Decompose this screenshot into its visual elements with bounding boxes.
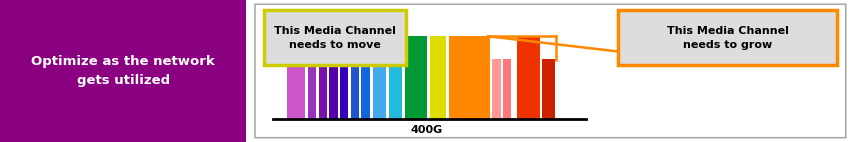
FancyBboxPatch shape <box>0 0 246 142</box>
Bar <box>319 59 327 119</box>
FancyBboxPatch shape <box>255 4 846 138</box>
Bar <box>503 59 512 119</box>
Bar <box>373 39 386 119</box>
Bar <box>405 36 428 119</box>
Bar <box>330 59 337 119</box>
Bar <box>430 36 446 119</box>
Text: 400G: 400G <box>411 125 443 135</box>
Bar <box>361 59 370 119</box>
Text: This Media Channel
needs to move: This Media Channel needs to move <box>274 26 396 50</box>
Bar <box>340 59 348 119</box>
Bar <box>351 59 359 119</box>
Text: This Media Channel
needs to grow: This Media Channel needs to grow <box>666 26 789 50</box>
FancyBboxPatch shape <box>264 10 405 65</box>
FancyBboxPatch shape <box>618 10 837 65</box>
Bar <box>287 59 305 119</box>
Bar <box>449 36 490 119</box>
Bar <box>492 59 501 119</box>
Bar <box>542 59 555 119</box>
Bar <box>518 36 540 119</box>
Bar <box>309 59 316 119</box>
Bar <box>388 39 401 119</box>
Text: Optimize as the network
gets utilized: Optimize as the network gets utilized <box>31 55 215 87</box>
